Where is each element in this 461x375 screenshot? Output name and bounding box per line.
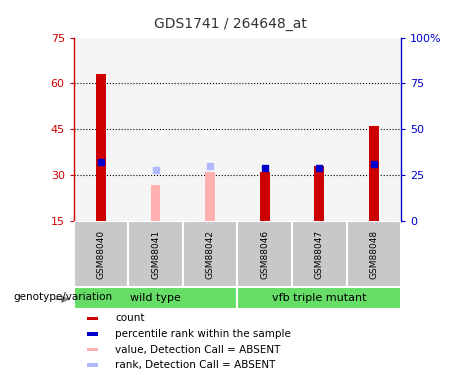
Bar [205,172,215,221]
Text: GSM88042: GSM88042 [206,230,215,279]
Bar [260,172,270,221]
Bar [237,287,401,309]
Text: GSM88041: GSM88041 [151,230,160,279]
Bar [87,363,98,367]
Bar [87,316,98,320]
Text: GDS1741 / 264648_at: GDS1741 / 264648_at [154,17,307,32]
Bar [128,221,183,287]
Bar [347,221,401,287]
Text: GSM88047: GSM88047 [315,230,324,279]
Bar [237,221,292,287]
Bar [74,221,128,287]
Text: vfb triple mutant: vfb triple mutant [272,293,366,303]
Bar [74,287,237,309]
Text: wild type: wild type [130,293,181,303]
Text: count: count [115,314,145,324]
Bar [151,184,160,221]
Bar [87,348,98,351]
Bar [183,221,237,287]
Text: GSM88048: GSM88048 [369,230,378,279]
Text: percentile rank within the sample: percentile rank within the sample [115,329,291,339]
Text: GSM88040: GSM88040 [96,230,106,279]
Text: GSM88046: GSM88046 [260,230,269,279]
Bar [87,332,98,336]
Bar [292,221,347,287]
Text: value, Detection Call = ABSENT: value, Detection Call = ABSENT [115,345,280,355]
Bar [96,74,106,221]
Bar [369,126,378,221]
Text: rank, Detection Call = ABSENT: rank, Detection Call = ABSENT [115,360,276,370]
Bar [314,166,324,221]
Text: genotype/variation: genotype/variation [14,292,113,302]
